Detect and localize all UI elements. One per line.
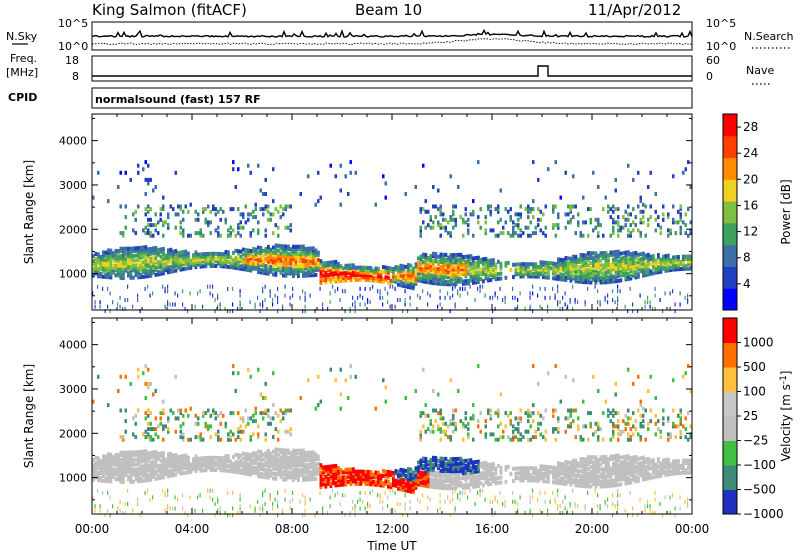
time-tick: 08:00 <box>275 522 310 536</box>
velocity-ylabel: Slant Range [km] <box>22 364 36 468</box>
nave-label: Nave <box>746 64 774 77</box>
power-colorbar-segment <box>723 135 737 159</box>
velocity-colorbar-tick: 25 <box>743 409 758 423</box>
power-ytick: 1000 <box>59 268 87 281</box>
freq-left-tick-top: 18 <box>65 54 79 67</box>
noise-sky-line <box>91 28 693 38</box>
freq-right-tick-top: 60 <box>706 54 720 67</box>
velocity-panel: 1000 2000 3000 4000 Slant Range [km] 1000 50… <box>22 317 793 521</box>
power-colorbar-segment <box>723 266 737 289</box>
velocity-colorbar-label: Velocity [m s-1] <box>779 371 793 462</box>
velocity-colorbar-segment <box>723 318 737 343</box>
noise-right-tick-bottom: 10^0 <box>706 40 736 53</box>
freq-right-tick-bottom: 0 <box>706 70 713 83</box>
time-tick: 20:00 <box>575 522 610 536</box>
noise-right-tick-top: 10^5 <box>706 17 736 30</box>
velocity-colorbar-tick: −1000 <box>743 507 784 521</box>
velocity-colorbar-segment <box>723 489 737 515</box>
time-tick: 00:00 <box>75 522 110 536</box>
velocity-colorbar-segment <box>723 416 737 441</box>
power-panel: 1000 2000 3000 4000 Slant Range [km] 28 24 20… <box>22 113 793 314</box>
cpid-label: CPID <box>8 91 37 104</box>
velocity-ytick: 1000 <box>59 472 87 485</box>
velocity-colorbar-tick: 100 <box>743 385 766 399</box>
velocity-colorbar: 1000 500 100 25 −25 −100 −500 −1000 <box>722 317 784 521</box>
time-tick: 12:00 <box>375 522 410 536</box>
velocity-colorbar-segment <box>723 465 737 490</box>
time-axis: 00:00 04:00 08:00 12:00 16:00 20:00 00:00 <box>75 522 710 536</box>
power-colorbar-segment <box>723 201 737 224</box>
freq-left-tick-bottom: 8 <box>72 70 79 83</box>
velocity-colorbar-segment <box>723 367 737 392</box>
velocity-ytick: 3000 <box>59 383 87 396</box>
velocity-colorbar-tick: −25 <box>743 434 768 448</box>
noise-panel: N.Sky 10^5 10^0 10^5 10^0 N.Search <box>6 17 794 53</box>
power-colorbar-tick: 4 <box>743 277 751 291</box>
power-ytick: 4000 <box>59 135 87 148</box>
time-axis-label: Time UT <box>366 539 417 553</box>
power-colorbar: 28 24 20 16 12 8 4 <box>722 113 758 311</box>
noise-left-label: N.Sky <box>6 30 38 43</box>
power-colorbar-segment <box>723 157 737 180</box>
time-tick: 00:00 <box>675 522 710 536</box>
power-colorbar-segment <box>723 288 737 311</box>
date-title: 11/Apr/2012 <box>588 1 681 19</box>
station-title: King Salmon (fitACF) <box>92 1 247 19</box>
power-colorbar-tick: 8 <box>743 251 751 265</box>
noise-left-tick-top: 10^5 <box>58 17 88 30</box>
velocity-colorbar-segment <box>723 391 737 417</box>
time-tick: 04:00 <box>175 522 210 536</box>
velocity-colorbar-segment <box>723 342 737 368</box>
power-ylabel: Slant Range [km] <box>22 160 36 264</box>
noise-search-line <box>91 38 693 46</box>
velocity-colorbar-label-sup: -1 <box>779 375 789 384</box>
power-colorbar-tick: 16 <box>743 198 758 212</box>
noise-right-label: N.Search <box>744 30 794 43</box>
power-colorbar-segment <box>723 222 737 246</box>
power-colorbar-label: Power [dB] <box>779 179 793 244</box>
beam-title: Beam 10 <box>355 1 422 19</box>
cpid-panel: CPID normalsound (fast) 157 RF <box>8 87 693 109</box>
power-colorbar-tick: 12 <box>743 225 758 239</box>
freq-panel: Freq. [MHz] 18 8 60 0 Nave <box>6 52 774 85</box>
power-colorbar-tick: 20 <box>743 172 758 186</box>
velocity-heatmap <box>92 364 693 518</box>
power-colorbar-tick: 24 <box>743 146 758 160</box>
velocity-colorbar-tick: −100 <box>743 458 776 472</box>
freq-line <box>92 65 692 77</box>
time-tick: 16:00 <box>475 522 510 536</box>
power-ytick: 3000 <box>59 179 87 192</box>
velocity-colorbar-tick: 500 <box>743 360 766 374</box>
freq-label-1: Freq. <box>10 52 37 65</box>
power-colorbar-segment <box>723 114 737 137</box>
power-colorbar-segment <box>723 244 737 267</box>
velocity-ytick: 2000 <box>59 427 87 440</box>
noise-left-tick-bottom: 10^0 <box>58 40 88 53</box>
power-ytick: 2000 <box>59 223 87 236</box>
velocity-colorbar-tick: −500 <box>743 483 776 497</box>
velocity-ytick: 4000 <box>59 339 87 352</box>
velocity-colorbar-tick: 1000 <box>743 336 774 350</box>
power-colorbar-segment <box>723 179 737 202</box>
power-heatmap <box>92 160 693 314</box>
velocity-colorbar-segment <box>723 440 737 466</box>
freq-label-2: [MHz] <box>6 66 38 79</box>
power-colorbar-tick: 28 <box>743 120 758 134</box>
cpid-text: normalsound (fast) 157 RF <box>95 93 261 106</box>
